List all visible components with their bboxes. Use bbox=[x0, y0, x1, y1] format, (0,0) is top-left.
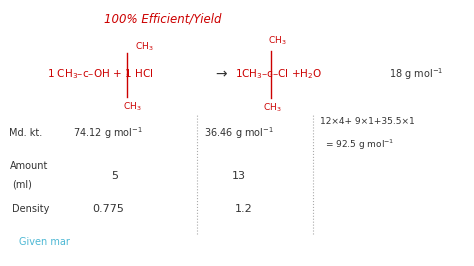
Text: 74.12 g mol$^{-1}$: 74.12 g mol$^{-1}$ bbox=[73, 125, 143, 141]
Text: CH$_3$: CH$_3$ bbox=[263, 102, 282, 114]
Text: 18 g mol$^{-1}$: 18 g mol$^{-1}$ bbox=[389, 66, 443, 82]
Text: Amount: Amount bbox=[9, 161, 48, 171]
Text: 100% Efficient/Yield: 100% Efficient/Yield bbox=[104, 12, 222, 25]
Text: CH$_3$: CH$_3$ bbox=[268, 35, 286, 47]
Text: Given mar: Given mar bbox=[19, 237, 70, 247]
Text: →: → bbox=[216, 68, 228, 81]
Text: CH$_3$: CH$_3$ bbox=[123, 100, 142, 113]
Text: 12×4+ 9×1+35.5×1: 12×4+ 9×1+35.5×1 bbox=[320, 117, 415, 126]
Text: 1.2: 1.2 bbox=[235, 204, 252, 214]
Text: 5: 5 bbox=[111, 171, 118, 181]
Text: 0.775: 0.775 bbox=[92, 204, 124, 214]
Text: CH$_3$: CH$_3$ bbox=[135, 40, 154, 53]
Text: 36.46 g mol$^{-1}$: 36.46 g mol$^{-1}$ bbox=[204, 125, 273, 141]
Text: 1 CH$_3$–c–OH + 1 HCl: 1 CH$_3$–c–OH + 1 HCl bbox=[47, 68, 154, 81]
Text: Density: Density bbox=[12, 204, 49, 214]
Text: Md. kt.: Md. kt. bbox=[9, 128, 43, 138]
Text: 1CH$_3$–c–Cl +H$_2$O: 1CH$_3$–c–Cl +H$_2$O bbox=[235, 68, 322, 81]
Text: (ml): (ml) bbox=[12, 180, 32, 190]
Text: = 92.5 g mol$^{-1}$: = 92.5 g mol$^{-1}$ bbox=[325, 138, 394, 152]
Text: 13: 13 bbox=[232, 171, 246, 181]
